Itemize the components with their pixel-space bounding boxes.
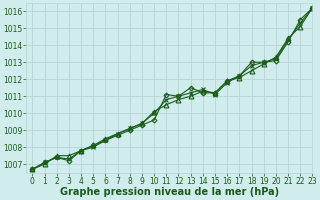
X-axis label: Graphe pression niveau de la mer (hPa): Graphe pression niveau de la mer (hPa)	[60, 187, 279, 197]
